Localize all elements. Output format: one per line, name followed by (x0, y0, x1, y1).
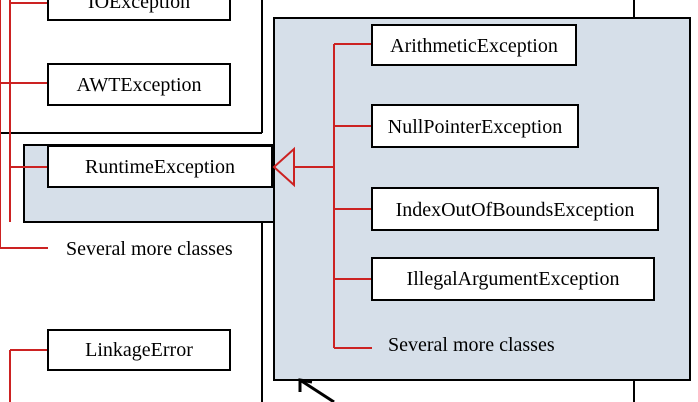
index-out-of-bounds-exception-box (371, 187, 659, 231)
linkage-error-box (47, 329, 231, 371)
index-out-of-bounds-exception-label: IndexOutOfBoundsException (396, 199, 635, 221)
io-exception-box (47, 0, 231, 21)
null-pointer-exception-label: NullPointerException (388, 116, 562, 138)
awt-exception-label: AWTException (76, 74, 201, 96)
illegal-argument-exception-label: IllegalArgumentException (407, 268, 620, 290)
diagonal-pointer-line (299, 378, 335, 402)
linkage-error-label: LinkageError (85, 339, 193, 361)
arithmetic-exception-box (371, 24, 577, 66)
arithmetic-exception-label: ArithmeticException (390, 35, 558, 57)
runtime-exception-label: RuntimeException (85, 156, 235, 178)
runtime-exception-box (47, 145, 273, 188)
illegal-argument-exception-box (371, 257, 655, 301)
several-more-classes-right: Several more classes (388, 334, 555, 356)
diagonal-pointer-arrowhead (298, 378, 313, 392)
awt-exception-box (47, 63, 231, 106)
io-exception-label: IOException (88, 0, 190, 13)
several-more-classes-left: Several more classes (66, 238, 233, 260)
null-pointer-exception-box (371, 104, 579, 148)
